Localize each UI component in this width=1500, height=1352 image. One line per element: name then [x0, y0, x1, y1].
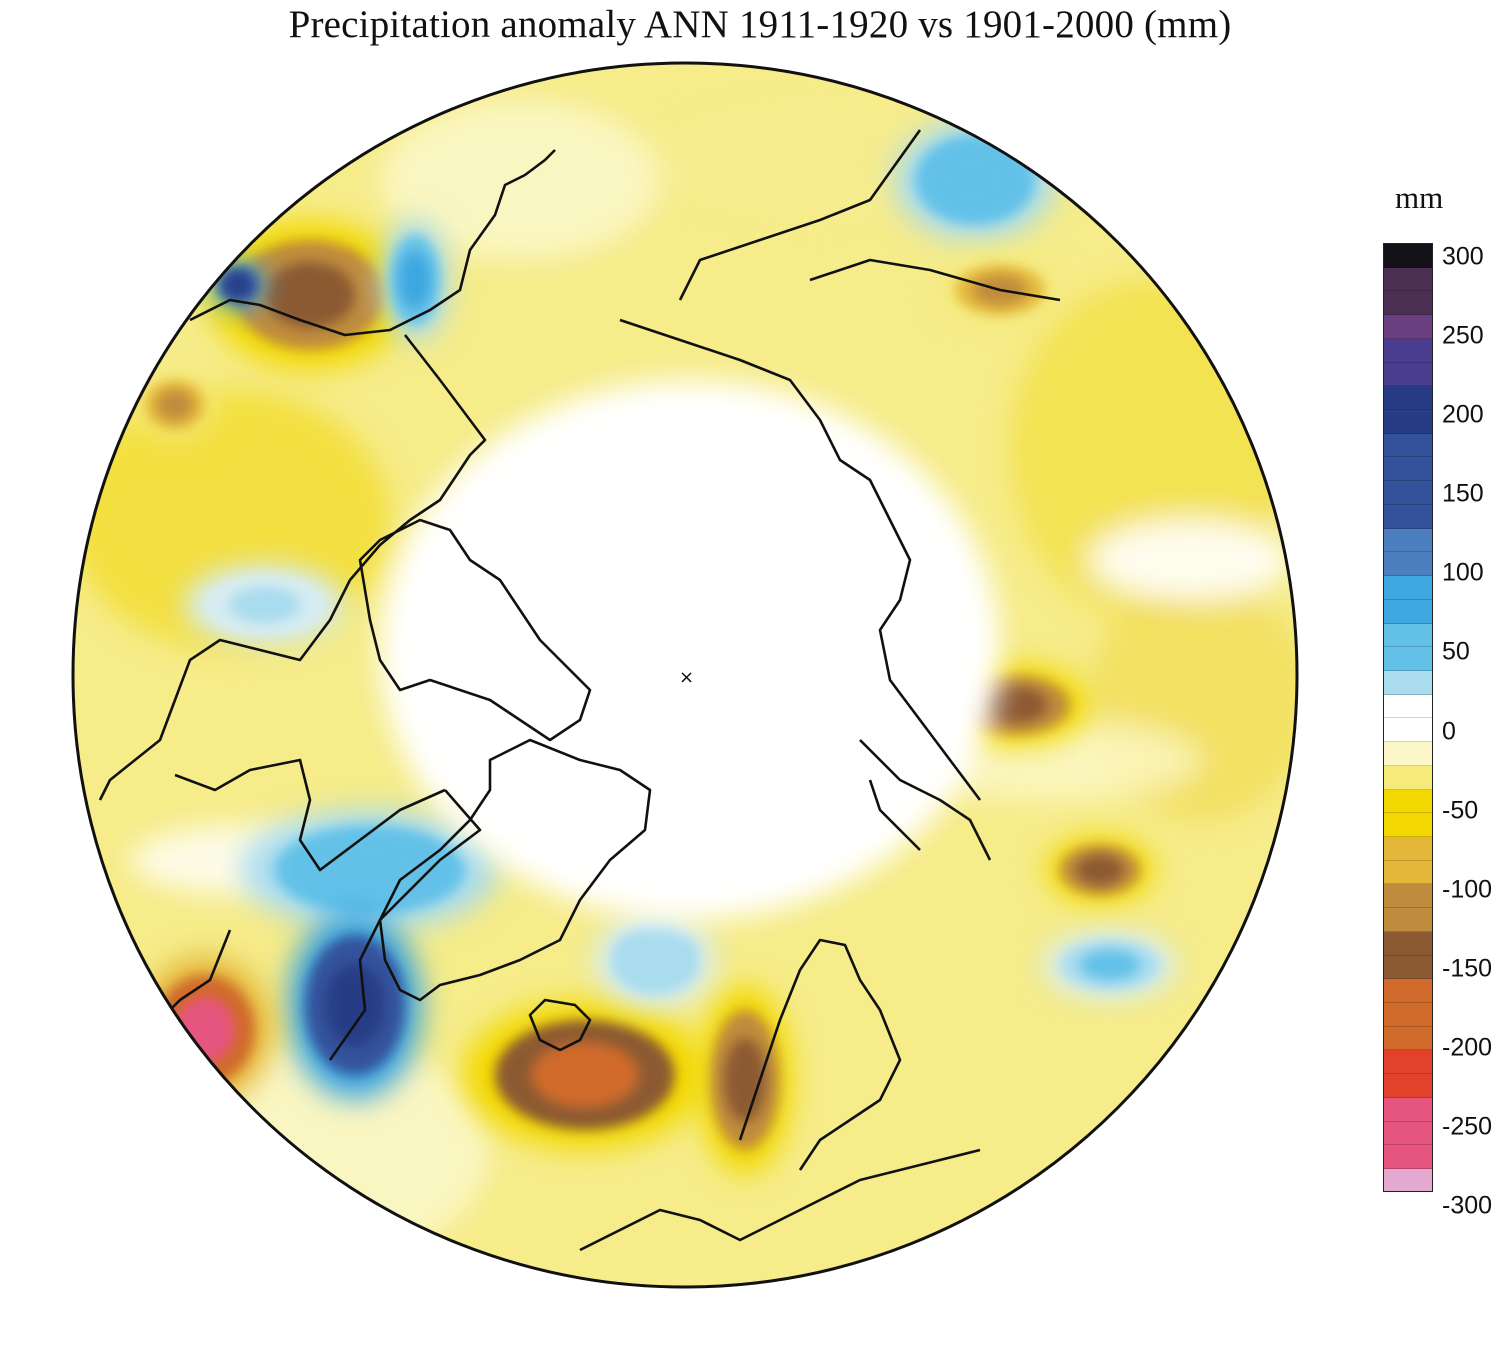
coast-scandinavia: [738, 938, 902, 1171]
colorbar-segment: [1384, 244, 1432, 268]
greenland-sea-dark-blue: [287, 910, 423, 1100]
arctic-ocean-no-data: [379, 380, 1001, 920]
colorbar-segment: [1384, 1121, 1432, 1146]
north-pacific-brown-maximum: [208, 220, 412, 370]
coast-siberia: [619, 318, 982, 801]
colorbar-segment: [1384, 599, 1432, 624]
colorbar-segment: [1384, 457, 1432, 482]
colorbar-tick-label: 100: [1442, 558, 1484, 587]
colorbar: [1383, 243, 1433, 1192]
bering-blue-arc: [894, 119, 1056, 241]
colorbar-tick-label: 50: [1442, 637, 1470, 666]
colorbar-segment: [1384, 670, 1432, 695]
colorbar-segment: [1384, 647, 1432, 671]
central-asia-brown: [1046, 836, 1154, 904]
map-title: Precipitation anomaly ANN 1911-1920 vs 1…: [288, 3, 1232, 46]
coast-hudson: [174, 758, 446, 872]
colorbar-segment: [1384, 410, 1432, 434]
labrador-blue-band: [241, 809, 499, 931]
coast-novaya: [868, 779, 921, 851]
central-asia-blue: [1042, 931, 1178, 999]
colorbar-segment: [1384, 338, 1432, 363]
coast-greenland: [378, 738, 652, 1002]
newfoundland-red-pink: [137, 955, 273, 1105]
colorbar-tick-label: -50: [1442, 796, 1479, 825]
colorbar-segment: [1384, 1003, 1432, 1027]
colorbar-segment: [1384, 1074, 1432, 1098]
colorbar-segment: [1384, 742, 1432, 766]
colorbar-segment: [1384, 1145, 1432, 1170]
colorbar-segment: [1384, 528, 1432, 553]
colorbar-segment: [1384, 1097, 1432, 1122]
coast-kamchatka: [678, 129, 922, 301]
colorbar-segment: [1384, 860, 1432, 885]
colorbar-segment: [1384, 267, 1432, 292]
colorbar-segment: [1384, 576, 1432, 600]
colorbar-segment: [1384, 386, 1432, 411]
colorbar-segment: [1384, 433, 1432, 458]
colorbar-segment: [1384, 884, 1432, 909]
pacific-rim-blue-band: [381, 219, 449, 341]
colorbar-tick-label: -150: [1442, 954, 1493, 983]
colorbar-segment: [1384, 694, 1432, 719]
colorbar-tick-label: -300: [1442, 1191, 1493, 1220]
colorbar-segment: [1384, 623, 1432, 648]
colorbar-tick-label: -100: [1442, 875, 1493, 904]
colorbar-segment: [1384, 979, 1432, 1003]
colorbar-segment: [1384, 1169, 1432, 1191]
colorbar-tick-label: 200: [1442, 400, 1484, 429]
colorbar-segment: [1384, 504, 1432, 529]
colorbar-segment: [1384, 789, 1432, 814]
canada-west-brown: [134, 371, 216, 439]
norway-coast-brown: [697, 985, 793, 1175]
colorbar-segment: [1384, 931, 1432, 956]
colorbar-segment: [1384, 315, 1432, 339]
coast-canada-arctic: [98, 334, 487, 801]
colorbar-segment: [1384, 765, 1432, 790]
coast-iceland: [528, 998, 592, 1052]
coast-alaska: [189, 149, 556, 337]
colorbar-segment: [1384, 718, 1432, 743]
colorbar-tick-label: -200: [1442, 1033, 1493, 1062]
colorbar-segment: [1384, 955, 1432, 980]
polar-map: ×: [71, 61, 1299, 1289]
coast-north-siberia: [859, 739, 992, 861]
colorbar-tick-label: 300: [1442, 242, 1484, 271]
colorbar-tick-label: -250: [1442, 1112, 1493, 1141]
map-boundary: [71, 61, 1299, 1289]
coastlines: [98, 129, 1061, 1252]
colorbar-segment: [1384, 1026, 1432, 1051]
colorbar-unit: mm: [1395, 180, 1444, 215]
colorbar-segment: [1384, 481, 1432, 505]
colorbar-segment: [1384, 836, 1432, 861]
colorbar-segment: [1384, 362, 1432, 387]
colorbar-tick-label: 150: [1442, 479, 1484, 508]
pole-marker: ×: [679, 667, 694, 688]
coast-east-asia: [809, 258, 1061, 302]
barents-light-blue: [594, 912, 716, 1008]
colorbar-tick-label: 250: [1442, 321, 1484, 350]
colorbar-segment: [1384, 813, 1432, 837]
colorbar-segment: [1384, 908, 1432, 932]
coast-europe: [579, 1148, 981, 1252]
hudson-bay-light-blue: [184, 564, 346, 646]
colorbar-segment: [1384, 291, 1432, 316]
colorbar-tick-label: 0: [1442, 717, 1456, 745]
iceland-atlantic-orange: [463, 1000, 707, 1150]
colorbar-segment: [1384, 1050, 1432, 1075]
coast-arctic-archipelago: [358, 518, 592, 742]
coast-labrador: [328, 789, 482, 1061]
colorbar-segment: [1384, 552, 1432, 577]
